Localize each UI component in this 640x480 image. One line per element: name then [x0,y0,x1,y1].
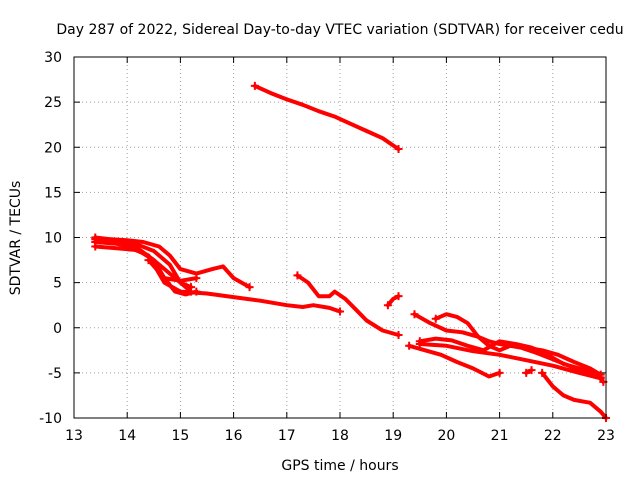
x-tick-label: 17 [278,428,296,444]
y-tick-label: 20 [44,140,62,156]
x-tick-label: 21 [491,428,509,444]
series-line-s13 [407,343,502,379]
y-tick-label: 25 [44,95,62,111]
x-tick-label: 16 [225,428,243,444]
x-tick-label: 23 [597,428,615,444]
y-tick-label: 15 [44,185,62,201]
series-end-marker [336,307,344,316]
series-end-marker [522,368,531,377]
series-end-marker [91,242,100,251]
y-tick-label: 10 [44,231,62,247]
series-end-marker [394,145,403,154]
series-end-marker [495,368,504,377]
series-line-s15 [540,370,608,420]
axis-ticks: 13 14 15 16 17 18 19 20 21 22 23 -10 -5 0 5 10 15 20 25 30 [39,50,615,444]
series-end-marker [91,235,100,244]
series-end-marker [293,271,302,280]
plot-frame [73,56,607,419]
series-line-s12 [417,336,606,384]
series-end-marker [192,274,201,283]
y-tick-label: -5 [48,366,62,382]
y-tick-label: 5 [53,276,62,292]
series-end-marker [144,256,153,265]
y-tick-label: -10 [39,411,62,427]
series-end-marker [538,368,547,377]
series-end-marker [250,81,259,90]
series-line-s9 [385,294,401,308]
series-end-marker [405,341,414,350]
series-line-s8 [295,273,401,337]
series-line-s7 [146,258,199,283]
grid-lines [74,57,606,418]
x-tick-label: 18 [331,428,349,444]
y-axis-label: SDTVAR / TECUs [8,181,24,296]
data-series [91,81,610,422]
series-end-marker [596,374,605,383]
series-end-marker [410,310,419,319]
series-end-marker [394,330,403,339]
series-line-s10 [412,312,603,377]
chart-title: Day 287 of 2022, Sidereal Day-to-day VTE… [56,22,623,38]
x-tick-label: 15 [171,428,189,444]
series-end-marker [431,314,440,323]
series-end-marker [527,366,536,375]
series-line-s2 [93,235,252,290]
series-line-s1 [252,83,401,152]
y-tick-label: 30 [44,50,62,66]
x-tick-label: 19 [384,428,402,444]
x-tick-label: 13 [65,428,83,444]
series-end-marker [394,292,403,301]
x-tick-label: 22 [544,428,562,444]
series-end-marker [123,242,132,251]
x-tick-label: 20 [437,428,455,444]
y-tick-label: 0 [53,321,62,337]
series-end-marker [245,283,254,292]
x-tick-label: 14 [118,428,136,444]
series-end-marker [415,339,424,348]
series-end-marker [383,301,392,310]
x-axis-label: GPS time / hours [281,458,398,474]
series-line-s14 [417,342,603,381]
